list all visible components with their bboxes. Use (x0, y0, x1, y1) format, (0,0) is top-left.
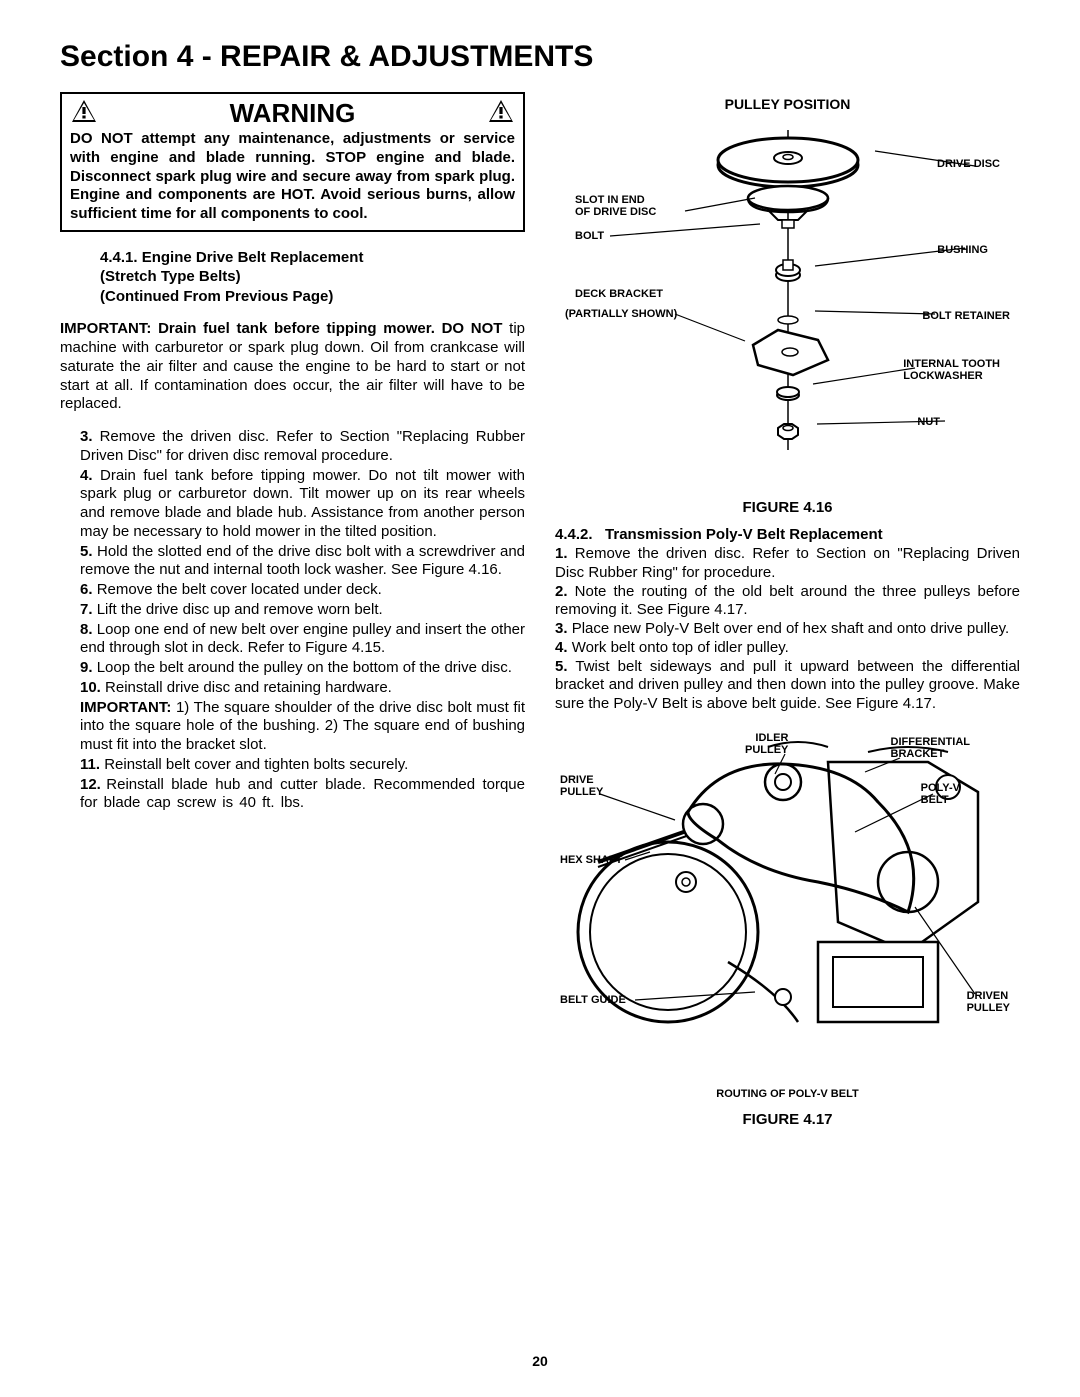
step-10: 10. Reinstall drive disc and retaining h… (80, 679, 525, 698)
section-title: Transmission Poly-V Belt Replacement (605, 526, 883, 543)
step-r4: 4. Work belt onto top of idler pulley. (555, 639, 1020, 658)
page-number: 20 (0, 1353, 1080, 1369)
routing-caption: ROUTING OF POLY-V BELT (555, 1088, 1020, 1100)
right-step-list: 1. Remove the driven disc. Refer to Sect… (555, 545, 1020, 714)
step-text: Work belt onto top of idler pulley. (572, 639, 789, 656)
figure-416: PULLEY POSITION (555, 96, 1020, 516)
step-text: Twist belt sideways and pull it upward b… (555, 658, 1020, 713)
step-text: Hold the slotted end of the drive disc b… (80, 543, 525, 579)
page-title: Section 4 - REPAIR & ADJUSTMENTS (60, 40, 1020, 74)
step-text: Loop the belt around the pulley on the b… (97, 659, 512, 676)
section-title-line3: (Continued From Previous Page) (100, 288, 333, 305)
right-column: PULLEY POSITION (555, 92, 1020, 1132)
step-4: 4. Drain fuel tank before tipping mower.… (80, 467, 525, 542)
warning-box: WARNING DO NOT attempt any maintenance, … (60, 92, 525, 232)
step-8: 8. Loop one end of new belt over engine … (80, 621, 525, 659)
section-title-line2: (Stretch Type Belts) (100, 268, 241, 285)
step-r3: 3. Place new Poly-V Belt over end of hex… (555, 620, 1020, 639)
leader-lines-icon (555, 116, 1025, 476)
step-r2: 2. Note the routing of the old belt arou… (555, 583, 1020, 621)
figure-417-caption: FIGURE 4.17 (555, 1111, 1020, 1128)
figure-417: IDLER PULLEY DIFFERENTIAL BRACKET DRIVE … (555, 732, 1020, 1122)
important-bold: IMPORTANT: (80, 699, 171, 716)
section-number: 4.4.1. (100, 249, 138, 266)
step-text: Place new Poly-V Belt over end of hex sh… (572, 620, 1009, 637)
step-text: Loop one end of new belt over engine pul… (80, 621, 525, 657)
step-text: Note the routing of the old belt around … (555, 583, 1020, 619)
warning-body: DO NOT attempt any maintenance, adjustme… (70, 130, 515, 224)
step-text: Remove the driven disc. Refer to Section… (555, 545, 1020, 581)
step-text: Reinstall blade hub and cutter blade. Re… (80, 776, 525, 812)
step-6: 6. Remove the belt cover located under d… (80, 581, 525, 600)
step-3: 3. Remove the driven disc. Refer to Sect… (80, 428, 525, 466)
two-column-layout: WARNING DO NOT attempt any maintenance, … (60, 92, 1020, 1132)
leader-lines-417-icon (555, 732, 1025, 1062)
step-text: Reinstall belt cover and tighten bolts s… (104, 756, 408, 773)
section-441-heading: 4.4.1. Engine Drive Belt Replacement (St… (100, 248, 525, 307)
step-text: Remove the belt cover located under deck… (97, 581, 382, 598)
warning-triangle-icon (70, 98, 98, 124)
step-11: 11. Reinstall belt cover and tighten bol… (80, 756, 525, 775)
step-text: Remove the driven disc. Refer to Section… (80, 428, 525, 464)
important-2: IMPORTANT: 1) The square shoulder of the… (80, 699, 525, 755)
section-title-line1: Engine Drive Belt Replacement (142, 249, 364, 266)
step-r1: 1. Remove the driven disc. Refer to Sect… (555, 545, 1020, 583)
step-5: 5. Hold the slotted end of the drive dis… (80, 543, 525, 581)
step-9: 9. Loop the belt around the pulley on th… (80, 659, 525, 678)
figure-416-title: PULLEY POSITION (555, 96, 1020, 112)
step-text: Reinstall drive disc and retaining hardw… (105, 679, 392, 696)
section-number: 4.4.2. (555, 526, 593, 543)
warning-triangle-icon (487, 98, 515, 124)
step-12: 12. Reinstall blade hub and cutter blade… (80, 776, 525, 814)
left-column: WARNING DO NOT attempt any maintenance, … (60, 92, 525, 1132)
left-step-list: 3. Remove the driven disc. Refer to Sect… (80, 428, 525, 813)
figure-416-caption: FIGURE 4.16 (555, 499, 1020, 516)
warning-heading-text: WARNING (230, 98, 356, 128)
important-paragraph: IMPORTANT: Drain fuel tank before tippin… (60, 320, 525, 414)
step-7: 7. Lift the drive disc up and remove wor… (80, 601, 525, 620)
step-r5: 5. Twist belt sideways and pull it upwar… (555, 658, 1020, 714)
step-text: Drain fuel tank before tipping mower. Do… (80, 467, 525, 540)
step-text: Lift the drive disc up and remove worn b… (97, 601, 383, 618)
warning-header: WARNING (70, 100, 515, 126)
section-442-heading: 4.4.2. Transmission Poly-V Belt Replacem… (555, 526, 1020, 543)
important-bold: IMPORTANT: Drain fuel tank before tippin… (60, 320, 502, 337)
